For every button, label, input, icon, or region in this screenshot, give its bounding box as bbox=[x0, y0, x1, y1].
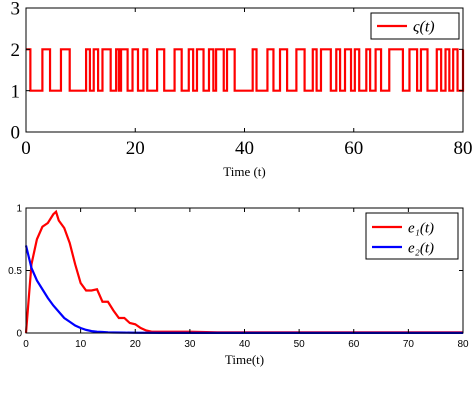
chart-1: 0 20 40 60 80 0 1 2 3 Time (t) ς(t) bbox=[11, 0, 473, 179]
legend: ς(t) bbox=[370, 12, 460, 40]
x-tick-label: 50 bbox=[294, 339, 306, 350]
y-tick-label: 3 bbox=[11, 0, 21, 20]
legend-box bbox=[365, 212, 459, 260]
y-tick-label: 2 bbox=[11, 40, 21, 61]
y-tick-label: 1 bbox=[11, 81, 21, 102]
x-axis-label: Time(t) bbox=[225, 352, 264, 367]
y-tick-label: 1 bbox=[16, 204, 22, 215]
x-tick-label: 0 bbox=[21, 138, 31, 159]
chart-2: 0 10 20 30 40 50 60 70 80 0 0.5 1 Time(t) e₁(t) e₂(t) bbox=[8, 204, 469, 368]
x-axis-label: Time (t) bbox=[223, 164, 266, 179]
x-tick-label: 80 bbox=[454, 138, 473, 159]
y-tick-label: 0 bbox=[11, 123, 21, 144]
legend-label: ς(t) bbox=[413, 19, 435, 36]
legend-label: e₁(t) bbox=[408, 220, 434, 236]
x-tick-label: 60 bbox=[348, 339, 360, 350]
x-tick-label: 30 bbox=[184, 339, 196, 350]
series-line-1 bbox=[26, 48, 465, 92]
y-tick-label: 0.5 bbox=[8, 266, 22, 277]
legend-label: e₂(t) bbox=[408, 240, 434, 256]
x-tick-label: 40 bbox=[239, 339, 251, 350]
x-tick-label: 80 bbox=[457, 339, 469, 350]
legend-box bbox=[370, 12, 460, 40]
x-tick-label: 0 bbox=[23, 339, 29, 350]
x-tick-label: 70 bbox=[403, 339, 415, 350]
y-tick-label: 0 bbox=[16, 329, 22, 340]
x-tick-label: 20 bbox=[126, 138, 145, 159]
x-tick-label: 10 bbox=[75, 339, 87, 350]
x-tick-label: 20 bbox=[130, 339, 142, 350]
legend: e₁(t) e₂(t) bbox=[365, 212, 459, 260]
x-tick-label: 60 bbox=[344, 138, 363, 159]
x-tick-label: 40 bbox=[235, 138, 254, 159]
